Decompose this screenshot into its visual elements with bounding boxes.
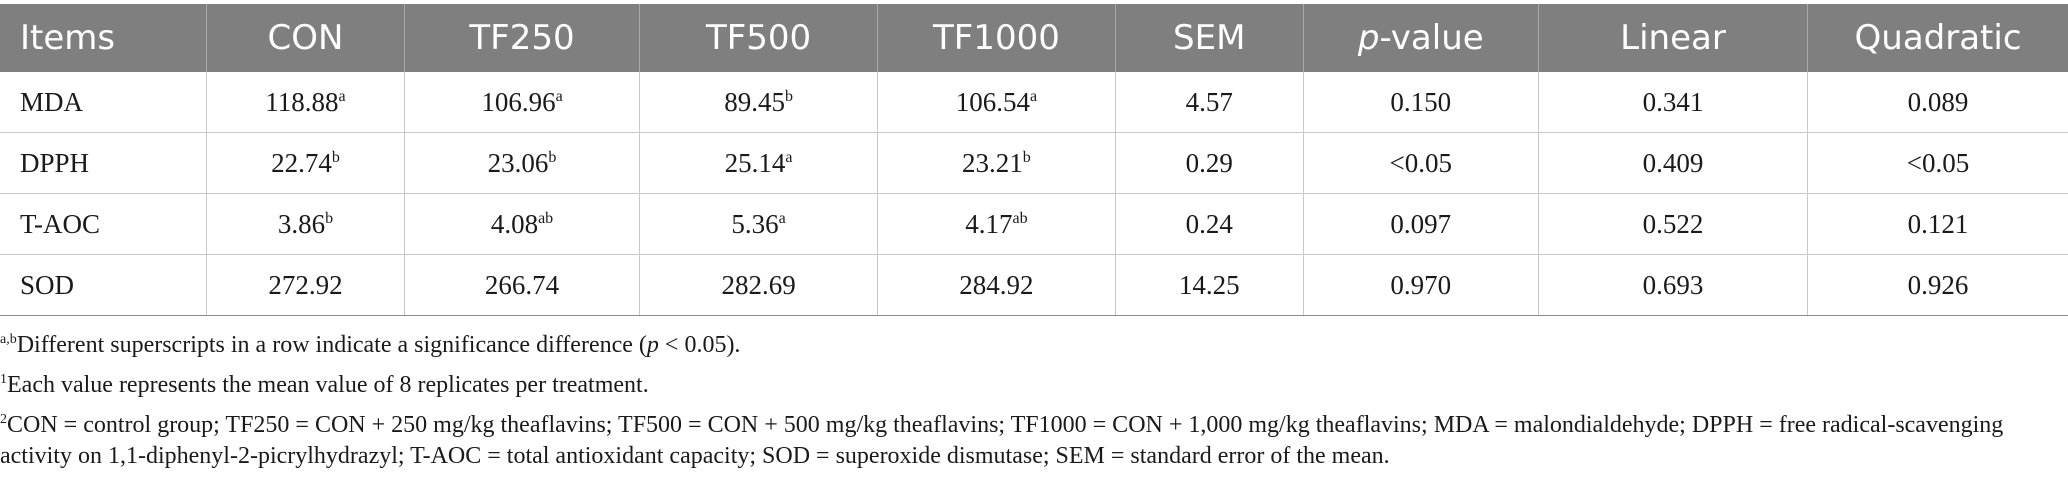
cell-value: 284.92 <box>959 269 1034 300</box>
cell-tf250: 23.06b <box>404 132 641 194</box>
table-row: DPPH 22.74b 23.06b 25.14a 23.21b 0.29 <0… <box>0 132 2068 194</box>
footnote-replicates: 1Each value represents the mean value of… <box>0 370 2060 401</box>
cell-con: 3.86b <box>206 193 405 255</box>
cell-sem: 14.25 <box>1115 254 1304 316</box>
cell-superscript: a <box>785 148 793 166</box>
cell-p-value: <0.05 <box>1303 132 1539 194</box>
cell-quadratic: 0.121 <box>1807 193 2068 255</box>
cell-value: 23.21 <box>962 147 1023 178</box>
header-sem: SEM <box>1115 4 1304 72</box>
footnote-text: < 0.05). <box>658 332 741 358</box>
footnote-p-italic: p <box>646 332 659 358</box>
cell-value: 23.06 <box>487 147 549 178</box>
cell-superscript: b <box>331 148 340 166</box>
cell-superscript: b <box>548 148 557 166</box>
cell-tf500: 282.69 <box>639 254 878 316</box>
cell-quadratic: <0.05 <box>1807 132 2068 194</box>
header-tf500: TF500 <box>639 4 878 72</box>
cell-superscript: b <box>784 87 793 105</box>
table-row: SOD 272.92 266.74 282.69 284.92 14.25 0.… <box>0 254 2068 316</box>
footnote-abbreviations: 2CON = control group; TF250 = CON + 250 … <box>0 410 2060 472</box>
header-tf1000: TF1000 <box>877 4 1116 72</box>
cell-quadratic: 0.089 <box>1807 72 2068 133</box>
cell-sem: 0.24 <box>1115 193 1304 255</box>
cell-linear: 0.693 <box>1538 254 1809 316</box>
cell-sem: 4.57 <box>1115 72 1304 133</box>
cell-tf250: 4.08ab <box>404 193 641 255</box>
cell-p-value: 0.150 <box>1303 72 1539 133</box>
cell-superscript: ab <box>538 209 554 227</box>
cell-value: 4.17 <box>965 208 1013 239</box>
footnote-text: Different superscripts in a row indicate… <box>16 332 647 358</box>
cell-item: SOD <box>0 254 208 316</box>
cell-value: 106.54 <box>955 86 1030 117</box>
cell-quadratic: 0.926 <box>1807 254 2068 316</box>
cell-tf250: 106.96a <box>404 72 641 133</box>
header-quadratic: Quadratic <box>1807 4 2068 72</box>
cell-item: MDA <box>0 72 208 133</box>
cell-superscript: a <box>338 87 346 105</box>
cell-value: 3.86 <box>277 208 326 239</box>
cell-superscript: ab <box>1012 209 1028 227</box>
footnote-marker: 2 <box>0 412 7 427</box>
cell-value: 5.36 <box>731 208 779 239</box>
footnote-marker: 1 <box>0 372 7 387</box>
cell-p-value: 0.097 <box>1303 193 1539 255</box>
cell-tf1000: 106.54a <box>877 72 1116 133</box>
footnote-text: Each value represents the mean value of … <box>7 372 649 398</box>
header-row: Items CON TF250 TF500 TF1000 SEM p-value… <box>0 4 2068 72</box>
cell-linear: 0.409 <box>1538 132 1809 194</box>
cell-p-value: 0.970 <box>1303 254 1539 316</box>
cell-tf1000: 4.17ab <box>877 193 1116 255</box>
cell-sem: 0.29 <box>1115 132 1304 194</box>
table-footnotes: a,bDifferent superscripts in a row indic… <box>0 330 2060 481</box>
cell-tf500: 25.14a <box>639 132 878 194</box>
table-row: T-AOC 3.86b 4.08ab 5.36a 4.17ab 0.24 0.0… <box>0 193 2068 255</box>
cell-linear: 0.341 <box>1538 72 1809 133</box>
cell-superscript: a <box>1029 87 1038 105</box>
footnote-text: CON = control group; TF250 = CON + 250 m… <box>0 412 2004 469</box>
header-p-suffix: -value <box>1379 18 1484 58</box>
header-con: CON <box>206 4 405 72</box>
cell-linear: 0.522 <box>1538 193 1809 255</box>
cell-value: 4.08 <box>490 208 539 239</box>
cell-value: 89.45 <box>724 86 785 117</box>
cell-superscript: a <box>555 87 563 105</box>
header-linear: Linear <box>1538 4 1809 72</box>
data-table-container: Items CON TF250 TF500 TF1000 SEM p-value… <box>0 4 2068 316</box>
cell-tf500: 5.36a <box>639 193 878 255</box>
cell-con: 22.74b <box>206 132 405 194</box>
header-p-value: p-value <box>1303 4 1539 72</box>
cell-con: 118.88a <box>206 72 405 133</box>
header-p-italic: p <box>1357 18 1380 58</box>
cell-con: 272.92 <box>206 254 405 316</box>
cell-item: DPPH <box>0 132 208 194</box>
cell-value: 282.69 <box>721 269 796 300</box>
cell-superscript: b <box>325 209 334 227</box>
cell-item: T-AOC <box>0 193 208 255</box>
cell-tf500: 89.45b <box>639 72 878 133</box>
cell-value: 106.96 <box>481 86 556 117</box>
antioxidant-table: Items CON TF250 TF500 TF1000 SEM p-value… <box>0 4 2068 316</box>
cell-tf250: 266.74 <box>404 254 641 316</box>
table-row: MDA 118.88a 106.96a 89.45b 106.54a 4.57 … <box>0 72 2068 133</box>
cell-superscript: a <box>778 209 786 227</box>
header-tf250: TF250 <box>404 4 641 72</box>
footnote-marker: a,b <box>0 332 17 347</box>
cell-superscript: b <box>1022 148 1031 166</box>
cell-tf1000: 284.92 <box>877 254 1116 316</box>
header-items: Items <box>0 4 208 72</box>
cell-value: 266.74 <box>484 269 560 300</box>
cell-value: 22.74 <box>271 147 332 178</box>
cell-value: 272.92 <box>268 269 343 300</box>
cell-tf1000: 23.21b <box>877 132 1116 194</box>
footnote-significance: a,bDifferent superscripts in a row indic… <box>0 330 2060 361</box>
cell-value: 25.14 <box>724 147 786 178</box>
cell-value: 118.88 <box>265 86 339 117</box>
